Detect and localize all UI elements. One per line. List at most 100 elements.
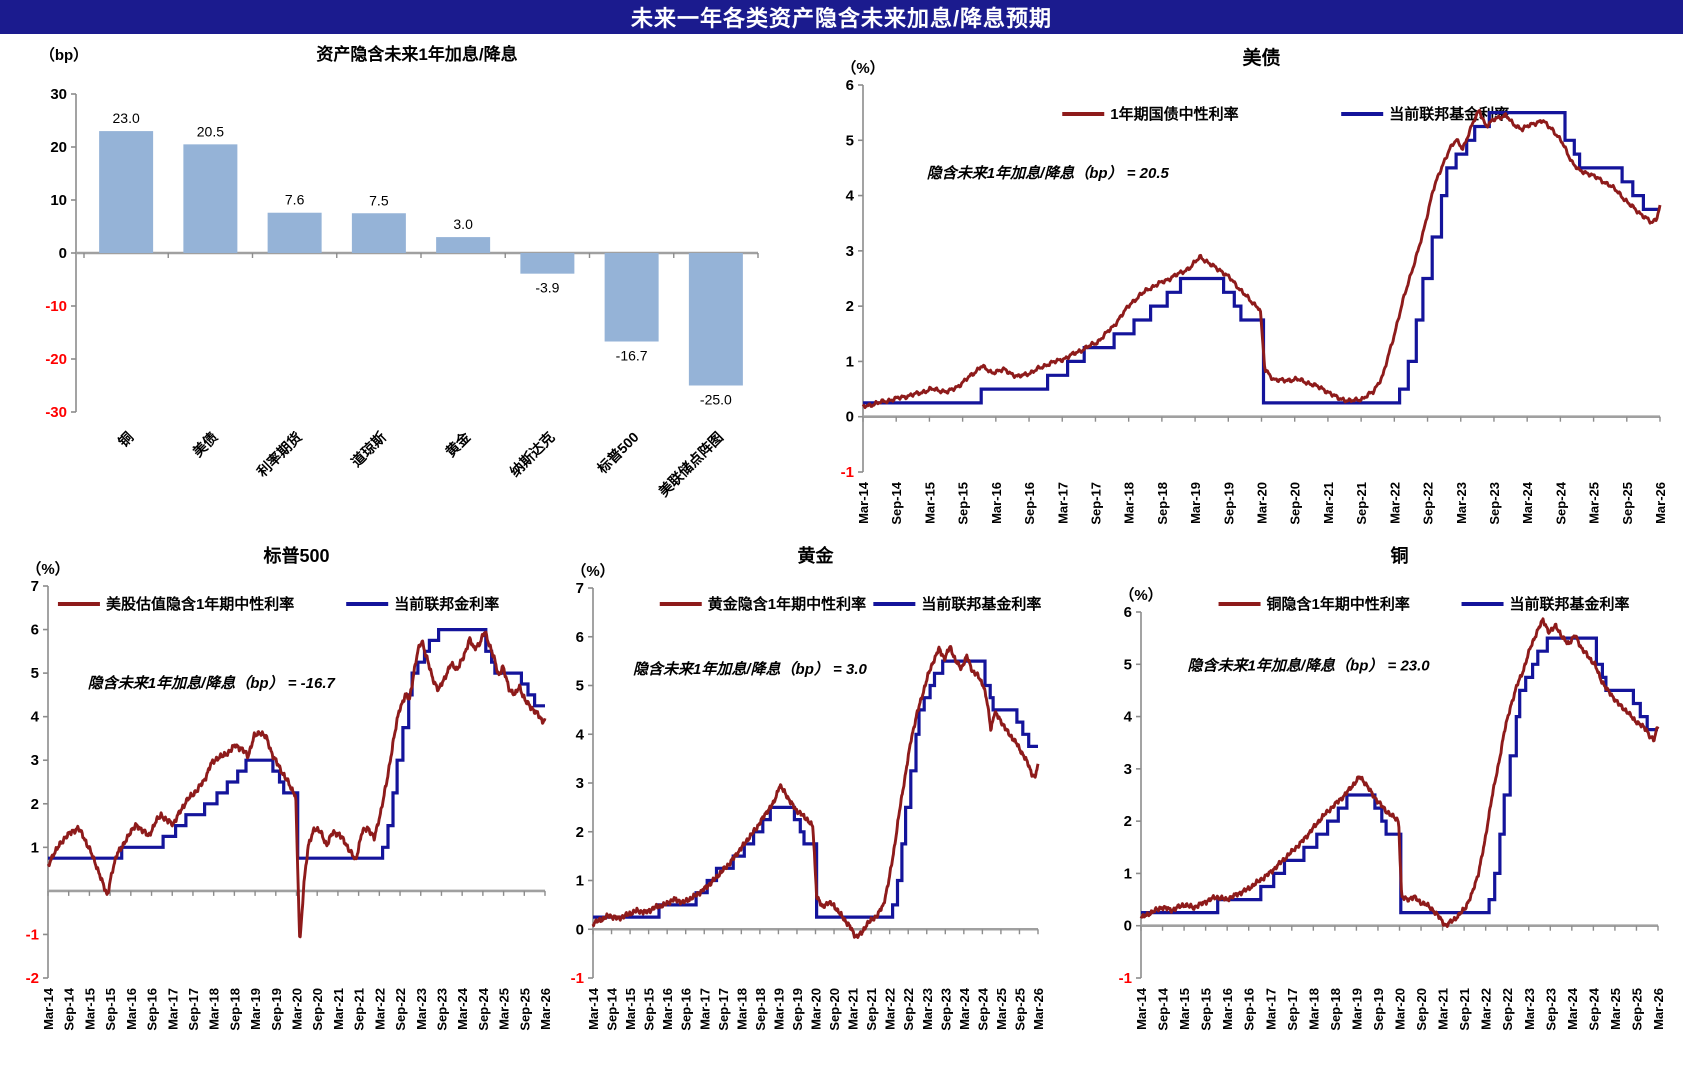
x-tick-label: Mar-19 [1349, 988, 1364, 1030]
bar-category-label: 标普500 [593, 429, 641, 477]
legend: 黄金隐含1年期中性利率 当前联邦基金利率 [659, 595, 1041, 613]
x-tick-label: Sep-14 [605, 987, 620, 1030]
bar [351, 213, 406, 253]
x-tick-label: Sep-22 [901, 988, 916, 1031]
x-tick-label: Sep-21 [352, 988, 367, 1031]
y-tick-label: 3 [1124, 761, 1132, 778]
y-tick-label: 1 [31, 839, 39, 856]
y-tick-label: 4 [846, 188, 855, 205]
x-tick-label: Mar-21 [331, 988, 346, 1030]
x-tick-label: Mar-21 [1436, 988, 1451, 1030]
bar-value-label: -16.7 [616, 348, 648, 364]
bar-value-label: 7.5 [369, 192, 389, 208]
bar [688, 253, 743, 386]
x-tick-label: Mar-19 [771, 988, 786, 1030]
x-tick-label: Mar-26 [1653, 482, 1668, 524]
x-tick-label: Mar-25 [497, 988, 512, 1030]
x-tick-label: Mar-16 [660, 988, 675, 1030]
legend: 1年期国债中性利率 当前联邦基金利率 [1062, 105, 1509, 123]
x-tick-label: Mar-15 [922, 482, 937, 524]
x-axis: Mar-14 Sep-14 Mar-15 Sep-15 Mar-16 Sep-16 Mar-… [1134, 924, 1666, 1031]
x-tick-label: Mar-25 [994, 988, 1009, 1030]
bar-value-label: 3.0 [453, 216, 473, 232]
x-tick-label: Sep-22 [393, 988, 408, 1031]
y-tick-label: 6 [31, 622, 39, 639]
y-tick-label: 0 [846, 409, 854, 426]
x-tick-label: Mar-25 [1587, 482, 1602, 524]
y-tick-label: 2 [1124, 813, 1132, 830]
x-tick-label: Sep-16 [1022, 482, 1037, 525]
x-tick-label: Mar-21 [846, 988, 861, 1030]
bar-category-label: 铜 [115, 429, 136, 450]
x-tick-label: Mar-16 [989, 482, 1004, 524]
x-tick-label: Sep-24 [476, 987, 491, 1030]
bar-category-label: 美联储点阵图 [655, 429, 726, 500]
y-tick-label: 6 [576, 629, 584, 646]
chart-title: 资产隐含未来1年加息/降息 [316, 44, 517, 64]
y-axis: 30 20 10 0 -10 -20 -30 [45, 86, 77, 421]
y-tick-label: 4 [1124, 709, 1133, 726]
y-tick-label: 5 [1124, 656, 1132, 673]
x-tick-label: Mar-18 [1306, 988, 1321, 1030]
series-fed-funds-line [863, 111, 1660, 405]
y-tick-label: 0 [1124, 918, 1132, 935]
title-banner: 未来一年各类资产隐含未来加息/降息预期 [0, 0, 1683, 34]
x-tick-label: Mar-20 [1393, 988, 1408, 1030]
x-tick-label: Mar-14 [1134, 987, 1149, 1030]
x-tick-label: Mar-24 [1565, 987, 1580, 1030]
x-tick-label: Sep-23 [434, 988, 449, 1031]
series-implied-neutral-rate-line [591, 645, 1040, 939]
x-tick-label: Sep-17 [186, 988, 201, 1031]
y-axis-unit: （bp） [40, 46, 88, 64]
y-tick-label: 10 [50, 192, 67, 209]
y-tick-label: 0 [576, 921, 584, 938]
x-tick-label: Mar-26 [1651, 988, 1666, 1030]
x-tick-label: Mar-14 [856, 481, 871, 524]
y-tick-label: 2 [576, 824, 584, 841]
y-tick-label: 7 [31, 578, 39, 595]
y-tick-label: 1 [576, 873, 584, 890]
x-tick-label: Mar-15 [1177, 988, 1192, 1030]
y-tick-label: -2 [26, 970, 39, 987]
legend-label-red: 美股估值隐含1年期中性利率 [106, 595, 294, 613]
x-tick-label: Sep-16 [145, 988, 160, 1031]
x-tick-label: Sep-14 [889, 481, 904, 524]
x-tick-label: Sep-19 [1221, 482, 1236, 525]
series-implied-neutral-rate-line [46, 630, 547, 939]
x-tick-label: Mar-23 [414, 988, 429, 1030]
x-tick-label: Mar-16 [124, 988, 139, 1030]
x-tick-label: Mar-20 [809, 988, 824, 1030]
x-tick-label: Mar-17 [697, 988, 712, 1030]
bar-value-label: 20.5 [197, 123, 224, 139]
x-tick-label: Mar-22 [1387, 482, 1402, 524]
legend-label-red: 黄金隐含1年期中性利率 [708, 595, 866, 613]
line-chart-gold: 黄金 （%） 7 6 5 4 3 2 1 0 -1 Mar-14 Sep-14 Mar-15 Sep-15 M… [548, 538, 1108, 1069]
x-tick-label: Mar-21 [1321, 482, 1336, 524]
legend: 美股估值隐含1年期中性利率 当前联邦金利率 [57, 595, 499, 613]
x-tick-label: Sep-24 [1553, 481, 1568, 524]
y-tick-label: 6 [1124, 604, 1132, 621]
bar [436, 237, 491, 253]
legend-label-blue: 当前联邦基金利率 [1510, 595, 1630, 613]
y-tick-label: -1 [1119, 970, 1132, 987]
x-tick-label: Mar-22 [883, 988, 898, 1030]
annotation-implied-change: 隐含未来1年加息/降息（bp） = 20.5 [927, 164, 1170, 182]
x-tick-label: Sep-17 [1285, 988, 1300, 1031]
y-tick-label: 30 [50, 86, 67, 103]
bars: 23.0 铜 20.5 美债 7.6 利率期货 7.5 道琼斯 3.0 黄金 -3.9 纳斯达克 -16… [99, 110, 743, 500]
x-tick-label: Sep-23 [1543, 988, 1558, 1031]
x-tick-label: Sep-19 [269, 988, 284, 1031]
x-tick-label: Sep-15 [1199, 988, 1214, 1031]
x-tick-label: Sep-19 [790, 988, 805, 1031]
bar [183, 144, 238, 253]
x-tick-label: Sep-18 [1155, 482, 1170, 525]
annotation-implied-change: 隐含未来1年加息/降息（bp） = -16.7 [88, 674, 336, 692]
x-tick-label: Sep-18 [753, 988, 768, 1031]
line-chart-us-treasury: 美债 （%） 6 5 4 3 2 1 0 -1 Mar-14 Sep-14 Mar-15 Sep-15 Ma… [786, 36, 1683, 541]
chart-title: 黄金 [798, 545, 835, 566]
x-tick-label: Mar-20 [290, 988, 305, 1030]
x-tick-label: Mar-19 [1188, 482, 1203, 524]
y-tick-label: 4 [31, 709, 40, 726]
